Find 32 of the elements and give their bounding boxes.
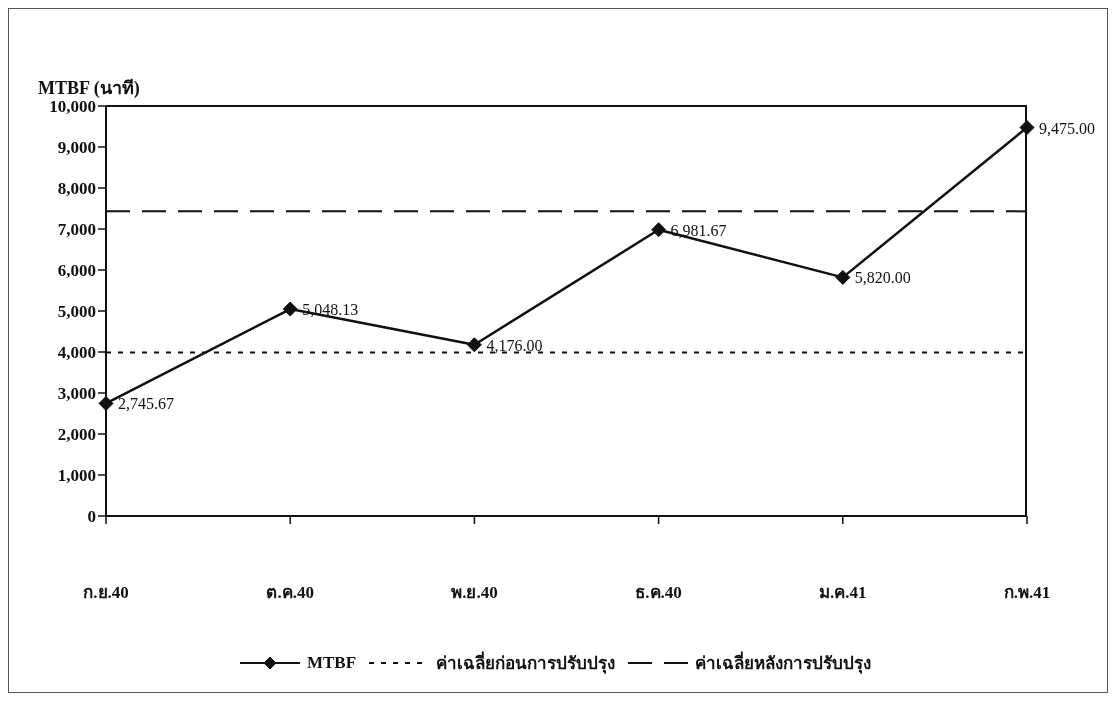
- point: [651, 222, 667, 238]
- y-tick-label: 8,000: [57, 179, 96, 199]
- legend-label: MTBF: [306, 652, 357, 673]
- x-tick-label: ต.ค.40: [266, 583, 314, 602]
- y-tick-label: 1,000: [57, 466, 96, 486]
- data-label: 9,475.00: [1039, 119, 1095, 137]
- y-tick-label: 9,000: [57, 138, 96, 158]
- y-tick-label: 6,000: [57, 261, 96, 281]
- data-label: 6,981.67: [670, 221, 727, 239]
- y-tick-label: 2,000: [57, 425, 96, 445]
- x-tick-label: ม.ค.41: [819, 583, 867, 602]
- y-tick-label: 5,000: [57, 302, 96, 322]
- y-axis-title: MTBF (นาที): [38, 77, 140, 100]
- y-tick-label: 0: [87, 507, 96, 527]
- y-tick-label: 7,000: [57, 220, 96, 240]
- data-label: 5,820.00: [854, 269, 911, 287]
- legend-label: ค่าเฉลี่ยก่อนการปรับปรุง: [436, 650, 616, 676]
- point: [835, 269, 851, 285]
- y-tick-label: 4,000: [57, 343, 96, 363]
- y-tick-label: 3,000: [57, 384, 96, 404]
- point: [98, 395, 114, 411]
- x-tick-label: พ.ย.40: [451, 583, 498, 602]
- point: [466, 337, 482, 353]
- point: [282, 301, 298, 317]
- data-label: 2,745.67: [118, 395, 174, 413]
- data-label: 5,048.13: [302, 301, 359, 319]
- y-tick-label: 10,000: [49, 97, 96, 117]
- x-tick-label: ก.พ.41: [1003, 583, 1051, 602]
- legend-label: ค่าเฉลี่ยหลังการปรับปรุง: [695, 650, 872, 676]
- data-label: 4,176.00: [486, 336, 543, 354]
- x-tick-label: ธ.ค.40: [635, 583, 682, 602]
- x-tick-label: ก.ย.40: [83, 583, 129, 602]
